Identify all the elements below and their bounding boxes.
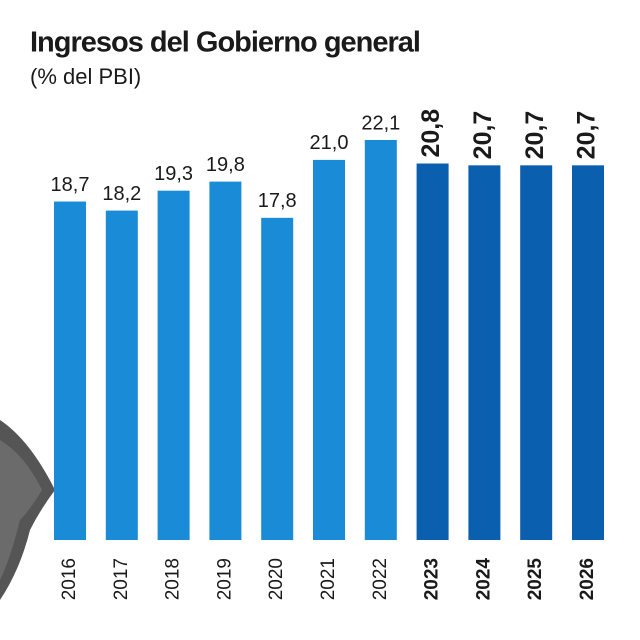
bar: [313, 159, 345, 540]
chart-subtitle: (% del PBI): [30, 64, 141, 89]
value-label: 20,7: [573, 111, 601, 160]
x-tick-label: 2020: [266, 558, 287, 600]
value-label: 18,2: [102, 183, 141, 205]
bar: [157, 190, 190, 541]
value-label: 20,7: [469, 111, 497, 160]
value-label: 19,3: [154, 163, 193, 185]
bar: [54, 201, 86, 540]
value-label: 20,7: [521, 111, 549, 160]
bar: [520, 165, 553, 540]
bar: [416, 163, 449, 540]
x-tick-label: 2021: [318, 558, 339, 600]
value-label: 19,8: [206, 154, 245, 176]
x-tick-label: 2016: [59, 558, 80, 600]
bar: [209, 181, 242, 540]
bar: [261, 217, 294, 540]
x-tick-label: 2025: [525, 558, 546, 601]
x-tick-label: 2022: [370, 558, 391, 600]
x-tick-label: 2017: [111, 558, 132, 600]
x-tick-label: 2026: [577, 558, 598, 600]
decoration: [0, 440, 42, 580]
x-tick-label: 2018: [163, 558, 184, 600]
bar: [105, 210, 138, 540]
value-label: 20,8: [417, 109, 445, 158]
value-label: 21,0: [310, 132, 349, 154]
value-label: 22,1: [361, 112, 400, 134]
value-label: 17,8: [258, 190, 297, 212]
bar: [572, 165, 604, 540]
bar: [468, 165, 501, 540]
x-tick-label: 2023: [422, 558, 443, 600]
chart-title: Ingresos del Gobierno general: [30, 27, 420, 59]
x-tick-label: 2019: [214, 558, 235, 600]
bar: [364, 139, 397, 541]
value-label: 18,7: [51, 174, 90, 196]
x-tick-label: 2024: [473, 558, 494, 601]
